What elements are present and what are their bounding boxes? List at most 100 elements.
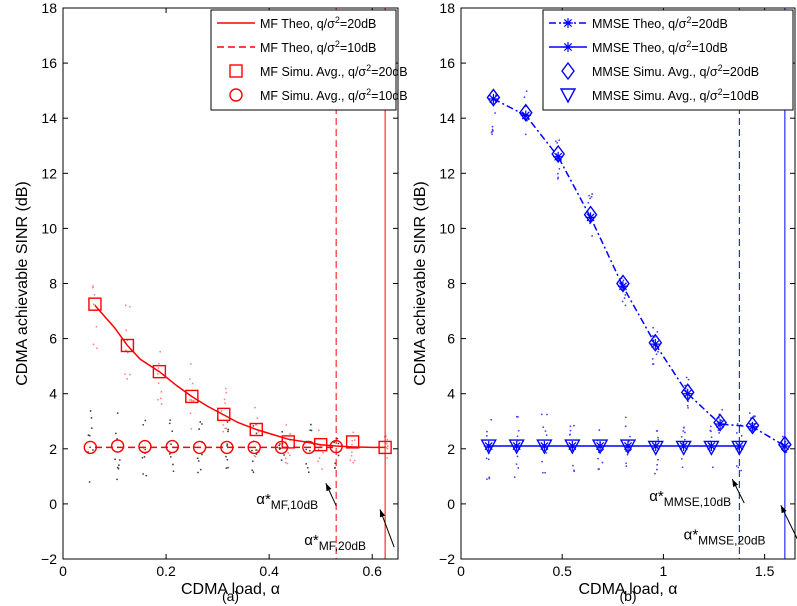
- scatter-dot: [309, 423, 312, 426]
- annotation-arrowhead: [379, 509, 386, 518]
- scatter-dot: [225, 455, 227, 458]
- scatter-dot: [624, 416, 627, 419]
- scatter-dot: [386, 438, 389, 441]
- scatter-dot: [554, 140, 557, 143]
- scatter-dot: [89, 410, 92, 412]
- scatter-dot: [588, 194, 591, 197]
- data-point: [488, 93, 499, 104]
- scatter-dot: [558, 139, 561, 142]
- scatter-dot: [597, 468, 600, 471]
- data-point: [703, 440, 720, 456]
- data-point: [110, 439, 125, 453]
- scatter-dot: [624, 304, 627, 307]
- scatter-dot: [386, 447, 389, 450]
- scatter-dot: [681, 466, 684, 469]
- scatter-dot: [192, 399, 195, 402]
- scatter-dot: [333, 441, 336, 444]
- legend-label: MF Theo, q/σ2=10dB: [260, 39, 376, 55]
- legend-label: MF Theo, q/σ2=20dB: [260, 15, 376, 31]
- data-point: [518, 103, 533, 122]
- annotation-sub: MMSE,10dB: [664, 495, 731, 509]
- scatter-dot: [680, 457, 683, 460]
- scatter-dot: [289, 454, 291, 457]
- scatter-dot: [160, 390, 163, 393]
- legend-marker: [563, 42, 573, 52]
- scatter-dot: [337, 442, 340, 445]
- scatter-dot: [517, 467, 520, 469]
- legend-label-main: MF Theo, q/σ: [260, 41, 335, 55]
- legend-box: [542, 9, 794, 111]
- scatter-dot: [188, 399, 191, 401]
- scatter-dot: [683, 438, 686, 441]
- scatter-dot: [652, 326, 655, 329]
- data-point: [619, 439, 637, 455]
- scatter-dot: [114, 458, 116, 461]
- scatter-dot: [222, 430, 225, 433]
- scatter-dot: [222, 424, 224, 426]
- scatter-dot: [90, 427, 93, 429]
- scatter-dot: [684, 431, 686, 434]
- scatter-dot: [490, 131, 493, 134]
- scatter-dot: [568, 433, 571, 436]
- scatter-dot: [201, 423, 203, 425]
- annotation-main: α*: [304, 532, 319, 549]
- scatter-dot: [545, 451, 548, 454]
- x-tick-label: 1.5: [755, 563, 775, 579]
- data-point: [247, 440, 261, 455]
- scatter-dot: [169, 455, 172, 458]
- y-tick-label: 0: [447, 496, 455, 512]
- scatter-dot: [685, 376, 688, 379]
- scatter-dot: [624, 425, 627, 428]
- scatter-dot: [225, 427, 228, 430]
- data-point: [192, 440, 207, 455]
- data-point: [220, 440, 234, 455]
- scatter-dot: [651, 357, 654, 360]
- scatter-dot: [682, 426, 685, 429]
- scatter-dot: [309, 429, 312, 432]
- scatter-dot: [711, 466, 714, 469]
- scatter-dot: [656, 468, 658, 471]
- annotation-0: α*MMSE,10dB: [649, 478, 745, 509]
- panel-label: (b): [619, 588, 636, 604]
- scatter-dot: [88, 481, 91, 483]
- legend-label-tail: =10dB: [723, 89, 760, 103]
- data-point: [345, 435, 360, 449]
- series-line: [94, 305, 386, 449]
- data-point: [88, 297, 102, 311]
- scatter-dot: [95, 325, 98, 328]
- scatter-dot: [256, 449, 259, 452]
- scatter-dot: [491, 133, 493, 136]
- data-point: [274, 440, 289, 455]
- annotation-arrowhead: [732, 479, 739, 488]
- scatter-dot: [189, 412, 192, 415]
- scatter-dot: [655, 430, 658, 433]
- scatter-dot: [748, 412, 751, 414]
- legend-label-sup: 2: [366, 63, 371, 73]
- scatter-dot: [318, 457, 321, 459]
- scatter-dot: [227, 466, 229, 469]
- scatter-dot: [255, 432, 258, 435]
- scatter-dot: [322, 451, 324, 454]
- scatter-dot: [168, 422, 171, 425]
- scatter-dot: [191, 382, 194, 385]
- legend-label: MMSE Theo, q/σ2=20dB: [592, 15, 728, 31]
- scatter-dot: [87, 434, 90, 437]
- scatter-dot: [93, 293, 96, 296]
- y-tick-label: 8: [49, 276, 57, 292]
- x-tick-label: 0: [59, 563, 67, 579]
- scatter-dot: [141, 456, 144, 459]
- data-point: [539, 441, 550, 452]
- data-point: [682, 388, 693, 399]
- scatter-dot: [255, 449, 258, 452]
- scatter-dot: [289, 433, 292, 435]
- legend-entry-1: MF Theo, q/σ2=10dB: [217, 39, 376, 55]
- legend-label: MMSE Theo, q/σ2=10dB: [592, 39, 728, 55]
- scatter-dot: [544, 430, 547, 433]
- scatter-dot: [590, 195, 593, 198]
- data-point: [616, 274, 630, 293]
- annotation-arrowhead: [780, 505, 787, 514]
- scatter-dot: [735, 465, 738, 467]
- scatter-dot: [750, 422, 753, 425]
- legend-label-main: MF Simu. Avg., q/σ: [260, 65, 366, 79]
